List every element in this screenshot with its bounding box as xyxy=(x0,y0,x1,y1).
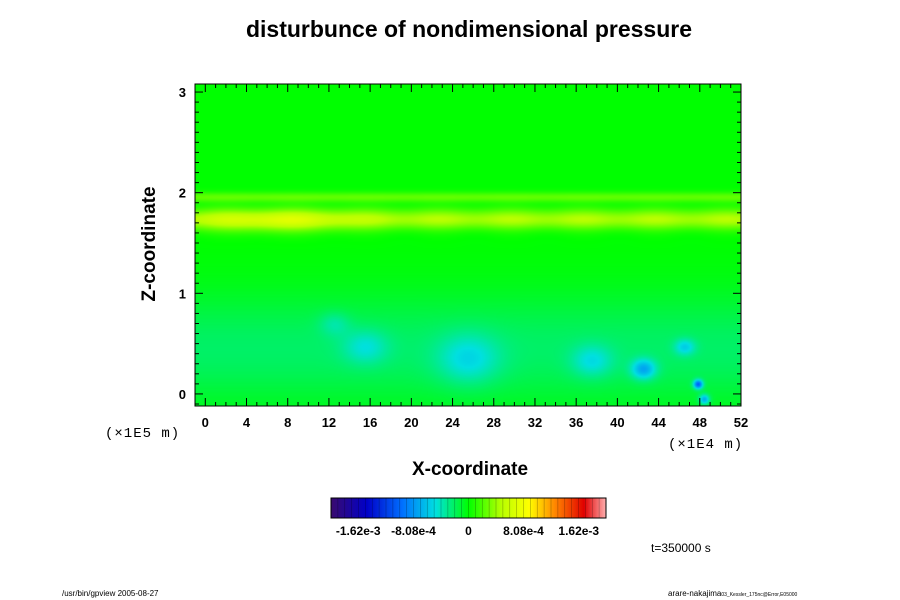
x-axis-label: X-coordinate xyxy=(411,459,529,480)
y-tick-label: 3 xyxy=(179,85,186,100)
y-tick-label: 2 xyxy=(179,186,186,201)
x-tick-label: 4 xyxy=(243,415,251,430)
x-tick-label: 20 xyxy=(404,415,418,430)
x-axis-unit: (×1E4 m) xyxy=(668,437,744,453)
colorbar-tick-label: 0 xyxy=(465,524,472,538)
x-tick-label: 12 xyxy=(322,415,336,430)
colorbar-tick-label: -8.08e-4 xyxy=(391,524,436,538)
x-tick-label: 36 xyxy=(569,415,583,430)
colorbar-tick-label: -1.62e-3 xyxy=(336,524,381,538)
colorbar-tick-label: 1.62e-3 xyxy=(558,524,599,538)
footer-source-main: arare-nakajima xyxy=(668,589,722,598)
x-tick-label: 16 xyxy=(363,415,377,430)
x-tick-label: 44 xyxy=(651,415,666,430)
x-tick-label: 40 xyxy=(610,415,624,430)
colorbar xyxy=(330,497,607,519)
x-tick-label: 28 xyxy=(487,415,501,430)
footer-source-detail: 03_Kessler_175nc@Error,E05000 xyxy=(721,592,798,598)
x-tick-label: 52 xyxy=(734,415,748,430)
chart-title: disturbunce of nondimensional pressure xyxy=(245,16,692,42)
time-label: t=350000 s xyxy=(651,541,711,555)
x-tick-label: 48 xyxy=(693,415,707,430)
footer-command: /usr/bin/gpview 2005-08-27 xyxy=(62,589,159,598)
y-axis-label: Z-coordinate xyxy=(139,186,160,302)
axis-ticks xyxy=(194,84,742,406)
y-tick-label: 1 xyxy=(179,286,186,301)
colorbar-tick-label: 8.08e-4 xyxy=(503,524,544,538)
colorbar-tick-labels: -1.62e-3 -8.08e-4 0 8.08e-4 1.62e-3 xyxy=(336,524,600,538)
x-tick-label: 24 xyxy=(445,415,460,430)
footer-source: arare-nakajima03_Kessler_175nc@Error,E05… xyxy=(668,589,797,598)
x-tick-label: 0 xyxy=(202,415,209,430)
y-tick-label: 0 xyxy=(179,387,186,402)
x-tick-label: 32 xyxy=(528,415,542,430)
heatmap-field xyxy=(195,84,741,406)
colorbar-divisions xyxy=(337,498,600,518)
plot-frame xyxy=(194,83,742,407)
x-tick-label: 8 xyxy=(284,415,291,430)
y-axis-unit: (×1E5 m) xyxy=(105,426,181,442)
